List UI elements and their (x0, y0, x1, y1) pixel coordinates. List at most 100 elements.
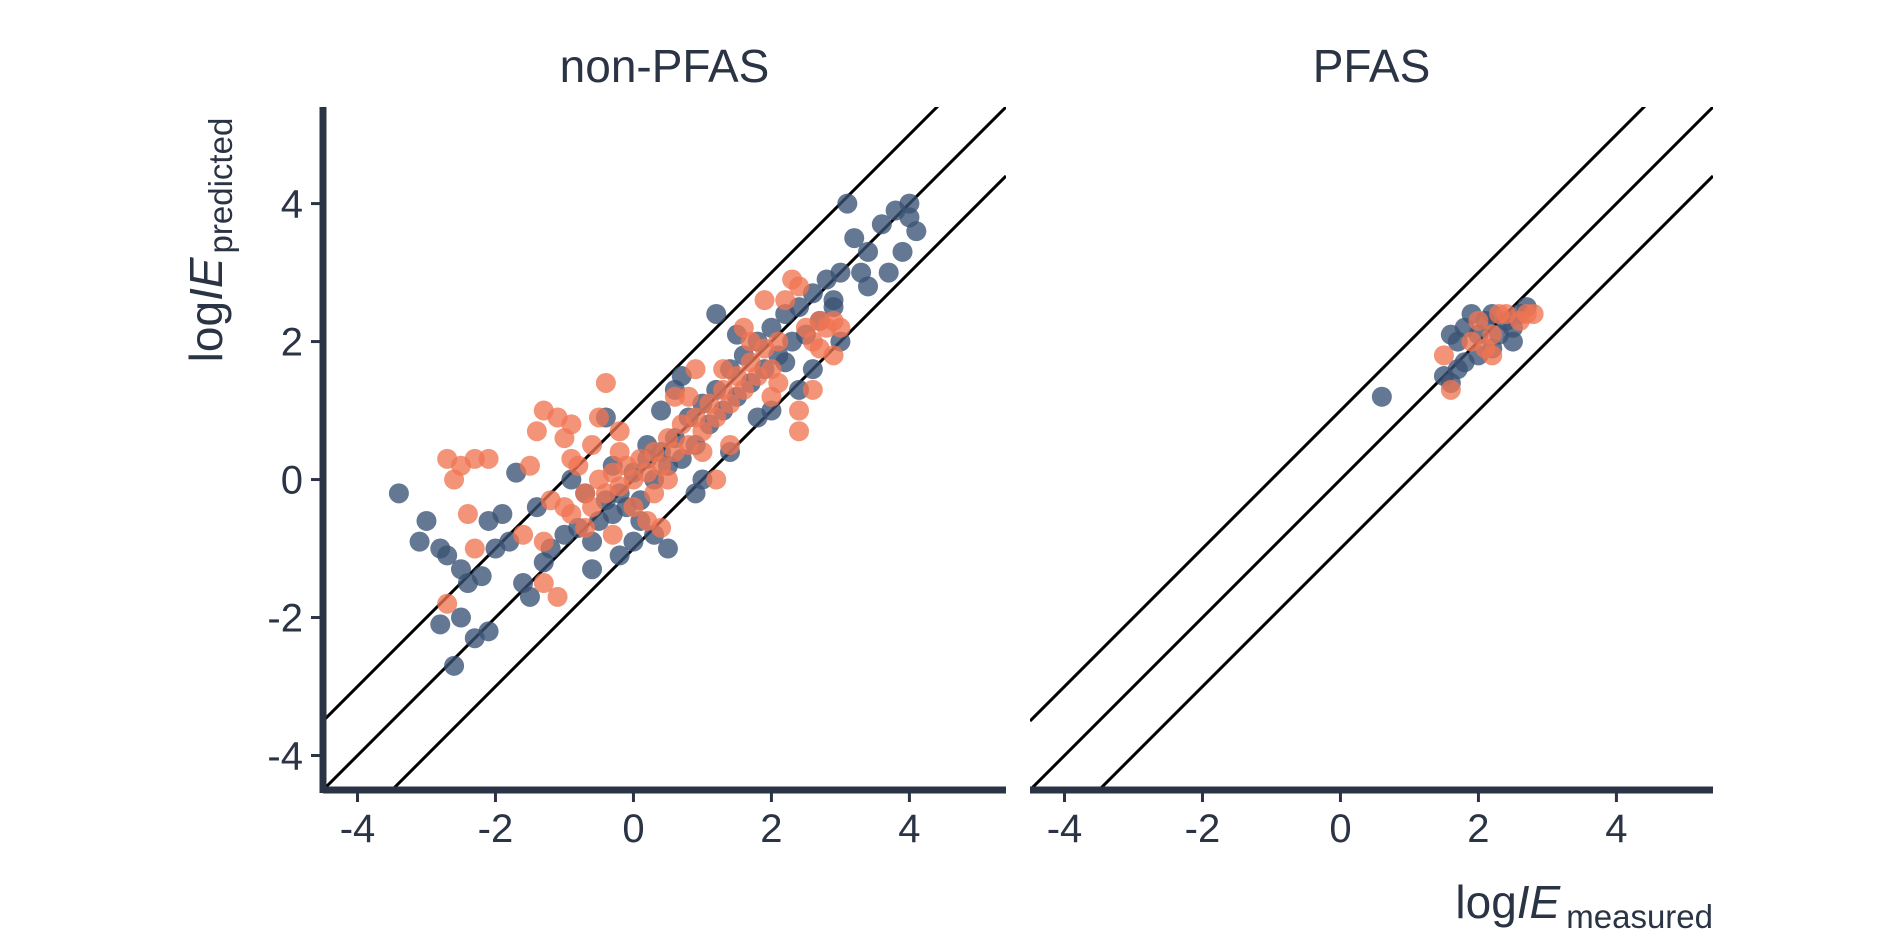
panel-title: PFAS (1313, 40, 1431, 92)
data-point (706, 469, 727, 490)
data-point (830, 262, 851, 283)
data-point (582, 497, 603, 518)
data-point (575, 517, 596, 538)
data-point (588, 407, 609, 428)
data-point (823, 345, 844, 366)
data-point (1440, 324, 1461, 345)
data-point (651, 517, 672, 538)
x-tick-label: -2 (1185, 807, 1221, 851)
data-point (478, 621, 499, 642)
y-tick-label: 4 (281, 183, 303, 227)
data-point (720, 435, 741, 456)
data-point (657, 538, 678, 559)
data-point (878, 262, 899, 283)
data-point (409, 531, 430, 552)
data-point (1371, 386, 1392, 407)
series-1 (1433, 303, 1544, 400)
data-point (437, 593, 458, 614)
x-axis-label-main: log (1455, 876, 1516, 928)
data-point (789, 276, 810, 297)
data-point (416, 510, 437, 531)
data-point (664, 386, 685, 407)
x-tick-label: 4 (898, 807, 920, 851)
data-point (706, 407, 727, 428)
data-point (464, 538, 485, 559)
data-point (899, 193, 920, 214)
panel-pfas: -4 -2 0 2 4 PFAS (1030, 40, 1713, 851)
data-point (623, 531, 644, 552)
data-point (844, 228, 865, 249)
data-point (678, 386, 699, 407)
data-point (858, 241, 879, 262)
data-point (1502, 331, 1523, 352)
data-point (871, 214, 892, 235)
data-point (595, 372, 616, 393)
data-point (388, 483, 409, 504)
data-point (768, 331, 789, 352)
data-point (644, 483, 665, 504)
y-tick-label: -4 (267, 735, 303, 779)
data-point (775, 290, 796, 311)
panel-title: non-PFAS (560, 40, 770, 92)
y-tick-label: 2 (281, 321, 303, 365)
data-point (1440, 379, 1461, 400)
data-point (823, 290, 844, 311)
data-point (464, 448, 485, 469)
series-0 (388, 193, 927, 676)
x-tick-label: 2 (760, 807, 782, 851)
data-point (609, 421, 630, 442)
y-axis-label-sub: predicted (202, 118, 239, 254)
data-point (1482, 345, 1503, 366)
y-axis-label: logIEpredicted (180, 118, 239, 363)
x-axis-label-sub: measured (1566, 898, 1713, 935)
data-point (802, 379, 823, 400)
x-tick-label: -2 (478, 807, 514, 851)
data-point (747, 407, 768, 428)
data-point (533, 573, 554, 594)
data-point (789, 400, 810, 421)
data-point (526, 421, 547, 442)
reference-line-0 (323, 107, 940, 723)
data-point (437, 545, 458, 566)
data-point (899, 207, 920, 228)
reference-line-2 (389, 174, 1006, 790)
data-point (692, 441, 713, 462)
x-axis-label: logIE measured (1455, 876, 1713, 935)
panel-non-pfas: -4 -2 0 2 4 -4 -2 0 2 4 non-PFAS (267, 40, 1006, 851)
data-point (471, 566, 492, 587)
data-point (609, 441, 630, 462)
data-point (830, 317, 851, 338)
data-point (609, 545, 630, 566)
reference-line-0 (1030, 107, 1647, 723)
x-tick-label: -4 (340, 807, 376, 851)
reference-line-2 (1096, 174, 1713, 790)
x-tick-label: 4 (1605, 807, 1627, 851)
y-tick-label: 0 (281, 459, 303, 503)
data-point (657, 469, 678, 490)
x-tick-label: 0 (622, 807, 644, 851)
data-point (1523, 303, 1544, 324)
data-point (692, 421, 713, 442)
x-tick-label: -4 (1047, 807, 1083, 851)
data-point (740, 331, 761, 352)
data-point (802, 359, 823, 380)
x-tick-label: 0 (1329, 807, 1351, 851)
data-point (582, 435, 603, 456)
data-point (892, 241, 913, 262)
x-tick-label: 2 (1467, 807, 1489, 851)
y-axis-label-italic: IE (180, 256, 232, 301)
data-point (768, 372, 789, 393)
y-axis-label-main: log (180, 301, 232, 362)
data-point (1433, 345, 1454, 366)
data-point (478, 510, 499, 531)
data-point (837, 193, 858, 214)
data-point (1447, 359, 1468, 380)
data-point (733, 379, 754, 400)
data-point (457, 504, 478, 525)
reference-line-1 (1030, 107, 1713, 790)
data-point (651, 400, 672, 421)
series-1 (437, 269, 851, 614)
data-point (706, 303, 727, 324)
